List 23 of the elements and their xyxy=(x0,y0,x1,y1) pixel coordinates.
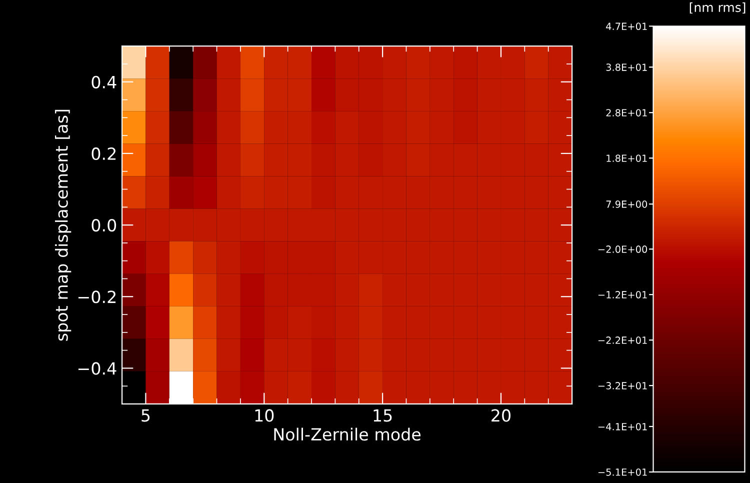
color-bar-label: −3.2E+01 xyxy=(598,382,647,390)
y-tick-label: 0.4 xyxy=(92,76,116,88)
color-bar-label: −2.0E+00 xyxy=(598,246,648,253)
y-tick-label: 0.2 xyxy=(92,147,116,160)
x-tick-label: 20 xyxy=(492,409,510,422)
color-bar-label: 2.8E+01 xyxy=(606,109,647,116)
x-tick-label: 15 xyxy=(374,409,392,422)
color-bar-label: −1.2E+01 xyxy=(598,291,647,298)
y-tick-label: −0.2 xyxy=(78,290,116,304)
y-axis-title: spot map displacement [as] xyxy=(55,110,72,341)
x-axis-title: Noll-Zernile mode xyxy=(274,428,421,441)
x-tick-label: 10 xyxy=(255,409,274,422)
color-bar-label: 1.8E+01 xyxy=(606,154,647,162)
color-bar-title: [nm rms] xyxy=(690,2,746,14)
color-bar-label: 7.9E+00 xyxy=(606,200,648,208)
color-bar-label: −4.1E+01 xyxy=(598,422,647,430)
color-bar-label: −5.1E+01 xyxy=(598,468,647,476)
y-tick-label: −0.4 xyxy=(78,362,116,375)
color-bar-label: 4.7E+01 xyxy=(606,22,647,30)
color-bar-label: −2.2E+01 xyxy=(598,336,647,344)
color-bar-label: 3.8E+01 xyxy=(606,64,647,71)
y-tick-label: 0.0 xyxy=(92,218,116,232)
x-tick-label: 5 xyxy=(142,409,150,422)
